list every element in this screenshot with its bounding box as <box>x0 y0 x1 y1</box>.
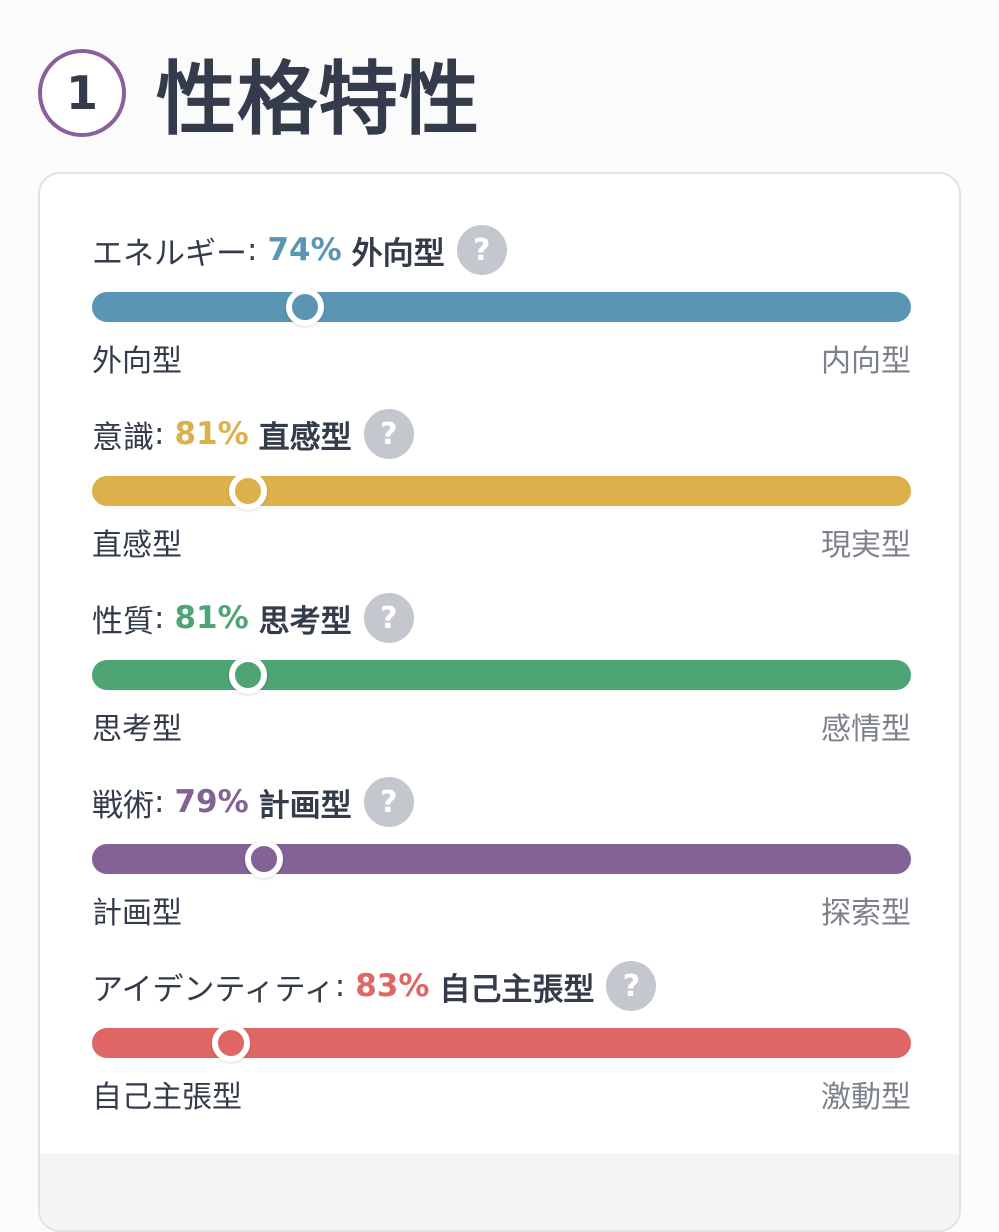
card-footer <box>40 1154 959 1230</box>
trait-slider-knob <box>228 472 267 510</box>
trait-type: 自己主張型 <box>439 971 595 1008</box>
step-number-badge: 1 <box>38 49 126 137</box>
trait-endpoints: 外向型 内向型 <box>92 336 911 380</box>
trait-colon: : <box>154 784 165 820</box>
trait-label: アイデンティティ <box>92 971 335 1008</box>
trait-slider-knob <box>244 840 283 878</box>
trait-percent: 81% <box>174 600 249 636</box>
trait-tactics: 戦術 : 79% 計画型 ? 計画型 探索型 <box>92 777 911 932</box>
trait-type: 思考型 <box>258 603 352 640</box>
trait-type: 外向型 <box>351 235 445 272</box>
help-icon[interactable]: ? <box>363 593 414 643</box>
trait-label: エネルギー <box>92 235 247 272</box>
trait-slider-track <box>92 472 911 510</box>
trait-colon: : <box>154 600 165 636</box>
trait-heading: エネルギー : 74% 外向型 ? <box>92 225 911 275</box>
trait-label: 戦術 <box>92 787 154 824</box>
help-icon[interactable]: ? <box>606 961 657 1011</box>
trait-slider-track <box>92 656 911 694</box>
trait-endpoints: 計画型 探索型 <box>92 888 911 932</box>
trait-mind: 意識 : 81% 直感型 ? 直感型 現実型 <box>92 409 911 564</box>
trait-right-label: 探索型 <box>821 896 911 931</box>
trait-slider-track <box>92 288 911 326</box>
trait-slider-track <box>92 840 911 878</box>
trait-right-label: 現実型 <box>821 528 911 563</box>
trait-endpoints: 思考型 感情型 <box>92 704 911 748</box>
help-icon[interactable]: ? <box>363 409 414 459</box>
trait-heading: 性質 : 81% 思考型 ? <box>92 593 911 643</box>
trait-slider-knob <box>285 288 324 326</box>
trait-left-label: 外向型 <box>92 344 182 379</box>
personality-traits-card: エネルギー : 74% 外向型 ? 外向型 内向型 意識 : 81% 直感型 ?… <box>38 172 961 1232</box>
trait-colon: : <box>154 416 165 452</box>
trait-right-label: 内向型 <box>821 344 911 379</box>
trait-nature: 性質 : 81% 思考型 ? 思考型 感情型 <box>92 593 911 748</box>
trait-type: 直感型 <box>258 419 352 456</box>
trait-percent: 81% <box>174 416 249 452</box>
help-icon[interactable]: ? <box>363 777 414 827</box>
trait-label: 性質 <box>92 603 154 640</box>
trait-left-label: 自己主張型 <box>92 1080 242 1115</box>
trait-heading: アイデンティティ : 83% 自己主張型 ? <box>92 961 911 1011</box>
trait-heading: 戦術 : 79% 計画型 ? <box>92 777 911 827</box>
trait-right-label: 激動型 <box>821 1080 911 1115</box>
trait-endpoints: 直感型 現実型 <box>92 520 911 564</box>
trait-left-label: 計画型 <box>92 896 182 931</box>
trait-left-label: 思考型 <box>92 712 182 747</box>
trait-heading: 意識 : 81% 直感型 ? <box>92 409 911 459</box>
trait-slider-track <box>92 1024 911 1062</box>
trait-percent: 74% <box>267 232 342 268</box>
trait-slider-knob <box>212 1024 251 1062</box>
trait-colon: : <box>247 232 258 268</box>
section-header: 1 性格特性 <box>38 35 480 151</box>
trait-percent: 79% <box>174 784 249 820</box>
trait-type: 計画型 <box>258 787 352 824</box>
trait-label: 意識 <box>92 419 154 456</box>
help-icon[interactable]: ? <box>456 225 507 275</box>
page-title: 性格特性 <box>156 53 480 146</box>
trait-right-label: 感情型 <box>821 712 911 747</box>
trait-energy: エネルギー : 74% 外向型 ? 外向型 内向型 <box>92 225 911 380</box>
trait-identity: アイデンティティ : 83% 自己主張型 ? 自己主張型 激動型 <box>92 961 911 1116</box>
trait-left-label: 直感型 <box>92 528 182 563</box>
trait-percent: 83% <box>355 968 430 1004</box>
trait-endpoints: 自己主張型 激動型 <box>92 1072 911 1116</box>
trait-colon: : <box>334 968 346 1004</box>
trait-slider-knob <box>228 656 267 694</box>
